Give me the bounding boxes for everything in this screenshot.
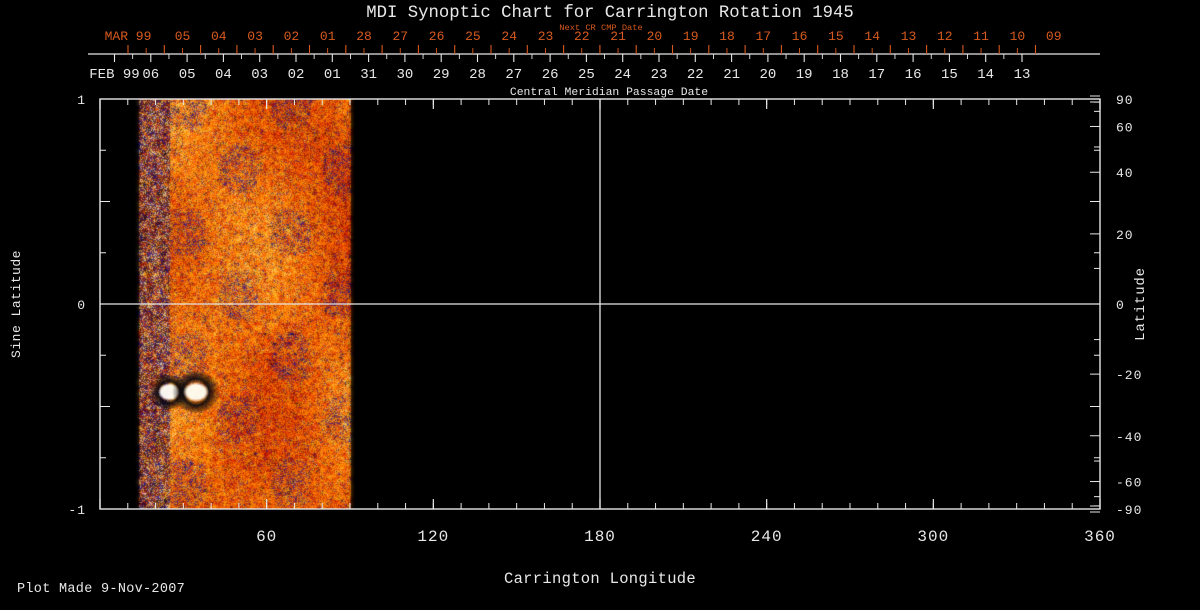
svg-text:28: 28 [469, 67, 486, 83]
svg-text:13: 13 [901, 29, 917, 44]
svg-text:04: 04 [215, 67, 232, 83]
svg-text:23: 23 [538, 29, 554, 44]
svg-text:28: 28 [356, 29, 372, 44]
svg-text:16: 16 [792, 29, 808, 44]
svg-text:03: 03 [251, 67, 268, 83]
svg-text:02: 02 [284, 29, 300, 44]
svg-text:20: 20 [1116, 228, 1134, 243]
svg-text:0: 0 [77, 298, 86, 313]
svg-text:90: 90 [1116, 93, 1134, 108]
svg-text:Latitude: Latitude [1133, 267, 1149, 341]
svg-text:MDI Synoptic Chart for Carring: MDI Synoptic Chart for Carrington Rotati… [366, 4, 853, 23]
svg-text:25: 25 [578, 67, 595, 83]
svg-text:11: 11 [973, 29, 989, 44]
svg-text:-1: -1 [68, 503, 86, 518]
svg-text:60: 60 [1116, 120, 1134, 135]
svg-text:27: 27 [505, 67, 522, 83]
svg-text:20: 20 [759, 67, 776, 83]
svg-text:26: 26 [429, 29, 445, 44]
svg-text:40: 40 [1116, 166, 1134, 181]
svg-text:12: 12 [937, 29, 953, 44]
svg-text:25: 25 [465, 29, 481, 44]
svg-text:15: 15 [941, 67, 958, 83]
svg-text:Next CR CMP Date: Next CR CMP Date [559, 23, 642, 33]
svg-text:01: 01 [320, 29, 336, 44]
svg-text:180: 180 [584, 528, 616, 546]
svg-text:-90: -90 [1116, 503, 1142, 518]
svg-text:240: 240 [751, 528, 783, 546]
svg-text:21: 21 [723, 67, 740, 83]
svg-text:09: 09 [1046, 29, 1062, 44]
svg-text:19: 19 [796, 67, 813, 83]
svg-text:1: 1 [77, 93, 86, 108]
svg-text:03: 03 [247, 29, 263, 44]
svg-text:FEB 99: FEB 99 [89, 67, 139, 83]
svg-text:60: 60 [256, 528, 277, 546]
svg-text:29: 29 [433, 67, 450, 83]
svg-text:24: 24 [501, 29, 517, 44]
svg-text:19: 19 [683, 29, 699, 44]
svg-text:Central Meridian Passage Date: Central Meridian Passage Date [510, 87, 708, 99]
svg-text:15: 15 [828, 29, 844, 44]
svg-text:Plot Made 9-Nov-2007: Plot Made 9-Nov-2007 [17, 582, 185, 597]
svg-text:14: 14 [864, 29, 880, 44]
svg-text:01: 01 [324, 67, 341, 83]
svg-text:02: 02 [288, 67, 305, 83]
svg-text:22: 22 [687, 67, 704, 83]
svg-text:16: 16 [905, 67, 922, 83]
svg-text:MAR 99: MAR 99 [105, 29, 152, 44]
svg-text:10: 10 [1010, 29, 1026, 44]
svg-text:27: 27 [392, 29, 408, 44]
svg-text:-20: -20 [1116, 368, 1142, 383]
svg-text:Sine Latitude: Sine Latitude [9, 250, 24, 358]
svg-text:26: 26 [542, 67, 559, 83]
svg-text:06: 06 [142, 67, 159, 83]
svg-text:Carrington Longitude: Carrington Longitude [504, 570, 696, 588]
svg-text:-40: -40 [1116, 430, 1142, 445]
svg-text:20: 20 [647, 29, 663, 44]
svg-text:-60: -60 [1116, 476, 1142, 491]
svg-text:13: 13 [1014, 67, 1031, 83]
svg-text:17: 17 [868, 67, 885, 83]
svg-text:24: 24 [614, 67, 631, 83]
svg-text:31: 31 [360, 67, 377, 83]
svg-text:18: 18 [832, 67, 849, 83]
svg-text:120: 120 [417, 528, 449, 546]
svg-text:30: 30 [396, 67, 413, 83]
svg-text:360: 360 [1084, 528, 1116, 546]
svg-text:05: 05 [179, 67, 196, 83]
svg-text:300: 300 [917, 528, 949, 546]
svg-text:0: 0 [1116, 298, 1125, 313]
svg-text:17: 17 [755, 29, 771, 44]
svg-text:04: 04 [211, 29, 227, 44]
svg-text:05: 05 [175, 29, 191, 44]
svg-text:23: 23 [651, 67, 668, 83]
svg-text:18: 18 [719, 29, 735, 44]
svg-text:14: 14 [977, 67, 994, 83]
